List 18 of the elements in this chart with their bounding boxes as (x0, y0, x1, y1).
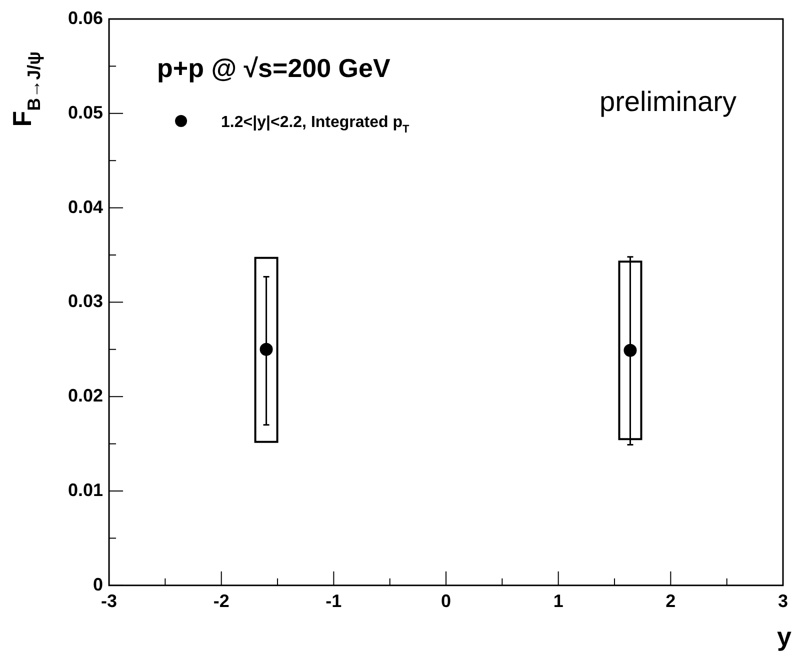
y-tick-label: 0.06 (68, 8, 104, 28)
y-tick-label: 0.01 (68, 480, 104, 500)
x-tick-label: 3 (778, 591, 788, 612)
x-axis-title: y (776, 621, 792, 652)
y-axis-title: FB→J/ψ (7, 51, 44, 127)
y-tick-label: 0.04 (68, 196, 104, 217)
y-tick-label: 0 (93, 574, 104, 594)
x-tick-label: -3 (101, 591, 118, 612)
y-tick-label: 0.05 (68, 102, 104, 122)
x-tick-label: -1 (326, 591, 342, 612)
x-tick-label: 2 (666, 591, 676, 612)
y-tick-label: 0.02 (68, 386, 104, 406)
x-tick-label: -2 (213, 591, 230, 612)
x-tick-label: 1 (553, 591, 564, 612)
annotation: p+p @ √s=200 GeV (157, 53, 391, 83)
x-tick-label: 0 (441, 591, 452, 612)
annotation: preliminary (600, 86, 736, 117)
y-tick-label: 0.03 (68, 291, 104, 312)
